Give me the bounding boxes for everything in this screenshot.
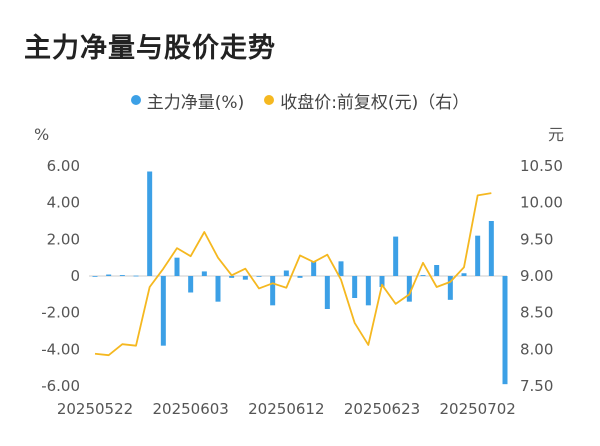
- bar: [133, 275, 139, 277]
- right-tick-label: 7.50: [520, 377, 553, 395]
- bar: [393, 236, 399, 276]
- legend-item-line-series[interactable]: 收盘价:前复权(元)（右）: [264, 88, 469, 113]
- legend-item-bar-series[interactable]: 主力净量(%): [130, 88, 245, 113]
- left-tick-label: 2.00: [47, 230, 80, 248]
- x-tick-label: 20250612: [248, 400, 324, 418]
- bar: [215, 276, 221, 302]
- bar: [352, 276, 358, 298]
- bar: [174, 257, 180, 276]
- legend: 主力净量(%) 收盘价:前复权(元)（右）: [0, 88, 600, 113]
- bar: [406, 276, 412, 302]
- left-axis-ticks: 6.00 4.00 2.00 0 -2.00 -4.00 -6.00: [41, 157, 80, 395]
- bar: [242, 276, 248, 280]
- bar: [270, 276, 276, 306]
- x-axis-ticks: 20250522 20250603 20250612 20250623 20250702: [57, 400, 516, 418]
- bar: [475, 235, 481, 276]
- x-tick-label: 20250603: [152, 400, 228, 418]
- bar: [297, 276, 303, 278]
- x-tick-label: 20250522: [57, 400, 133, 418]
- right-tick-label: 10.50: [520, 157, 563, 175]
- bar: [434, 265, 440, 276]
- legend-line-label: 收盘价:前复权(元)（右）: [280, 92, 470, 113]
- bar: [106, 274, 112, 276]
- bar: [502, 276, 508, 385]
- bar: [201, 271, 207, 276]
- bar: [461, 273, 467, 276]
- bar: [365, 276, 371, 306]
- x-tick-label: 20250623: [344, 400, 420, 418]
- bar: [447, 276, 453, 300]
- bar: [188, 276, 194, 293]
- bar: [283, 270, 289, 276]
- legend-bar-marker: [130, 95, 141, 105]
- bar: [311, 261, 317, 276]
- right-tick-label: 8.50: [520, 304, 553, 322]
- line-series: [94, 192, 492, 357]
- legend-line-marker: [264, 95, 275, 105]
- bar: [420, 275, 426, 276]
- left-tick-label: 6.00: [47, 157, 80, 175]
- right-tick-label: 9.00: [520, 267, 553, 285]
- chart-title: 主力净量与股价走势: [24, 33, 276, 64]
- left-tick-label: -2.00: [41, 304, 80, 322]
- left-tick-label: -4.00: [41, 340, 80, 358]
- left-tick-label: 4.00: [47, 194, 80, 212]
- bar: [379, 276, 385, 287]
- bar: [256, 276, 262, 277]
- bar: [229, 276, 235, 278]
- price-line: [94, 192, 492, 357]
- bar: [119, 275, 125, 276]
- bar: [147, 171, 153, 276]
- left-tick-label: 0: [70, 267, 80, 285]
- left-axis-unit: %: [34, 125, 49, 144]
- bar-series: [92, 171, 508, 385]
- right-axis-ticks: 10.50 10.00 9.50 9.00 8.50 8.00 7.50: [520, 157, 563, 395]
- x-tick-label: 20250702: [439, 400, 515, 418]
- left-tick-label: -6.00: [41, 377, 80, 395]
- right-axis-unit: 元: [548, 125, 564, 144]
- bar: [160, 276, 166, 346]
- legend-bar-label: 主力净量(%): [146, 92, 245, 113]
- right-tick-label: 10.00: [520, 194, 563, 212]
- right-tick-label: 9.50: [520, 230, 553, 248]
- bar: [338, 261, 344, 276]
- bar: [324, 276, 330, 309]
- bar: [92, 276, 98, 277]
- bar: [488, 221, 494, 276]
- right-tick-label: 8.00: [520, 340, 553, 358]
